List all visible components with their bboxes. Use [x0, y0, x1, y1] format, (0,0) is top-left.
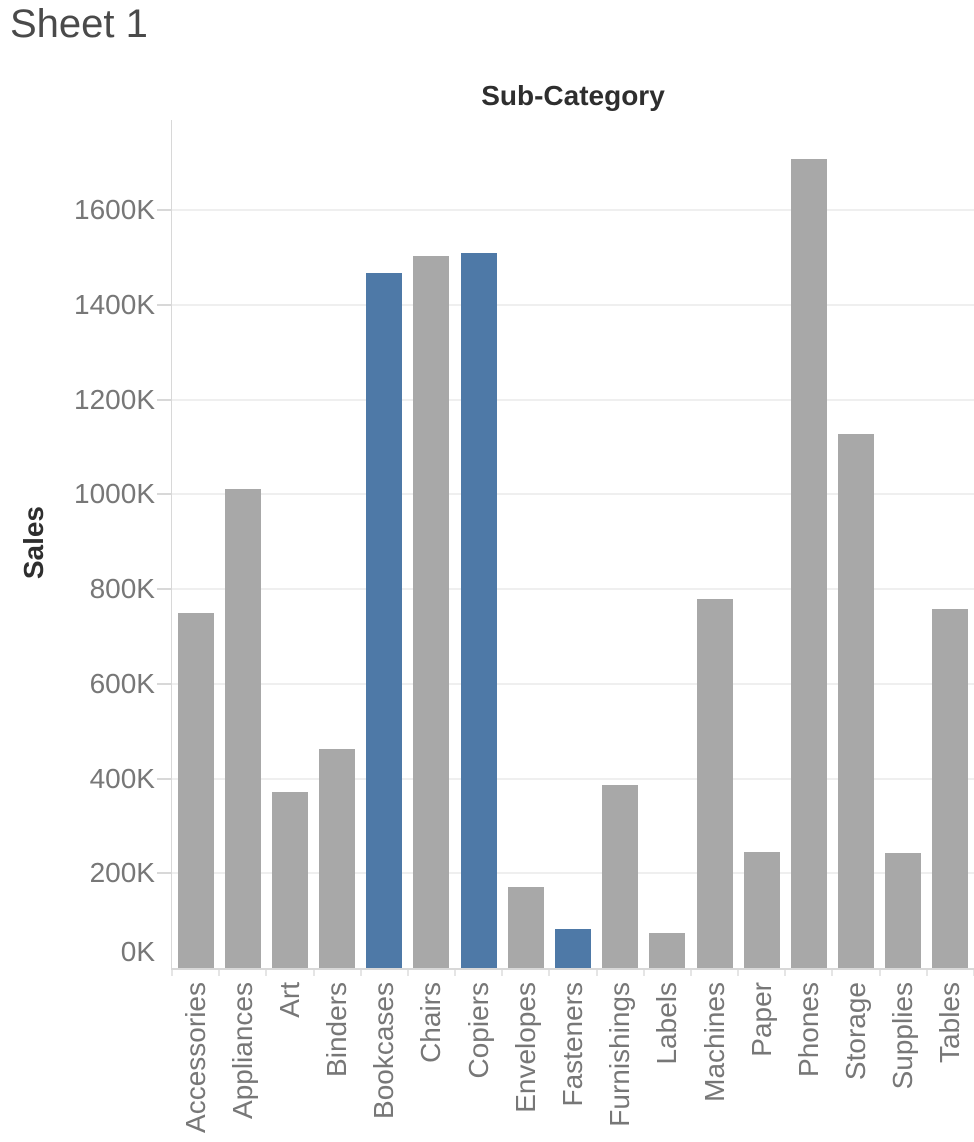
bar-binders[interactable] — [319, 749, 356, 968]
y-tick-label-0K: 0K — [120, 936, 155, 967]
x-category-label-supplies[interactable]: Supplies — [887, 982, 919, 1090]
y-tick-1600K — [157, 209, 171, 211]
gridline-600K — [172, 682, 974, 685]
category-tick — [784, 970, 787, 976]
category-tick — [878, 970, 881, 976]
gridline-200K — [172, 872, 974, 875]
y-tick-label-200K: 200K — [89, 857, 155, 889]
bar-chairs[interactable] — [413, 256, 450, 968]
x-category-label-accessories[interactable]: Accessories — [179, 982, 211, 1133]
x-category-label-chairs[interactable]: Chairs — [415, 982, 447, 1063]
category-tick — [218, 970, 221, 976]
x-category-label-art[interactable]: Art — [273, 982, 305, 1018]
y-tick-label-1000K: 1000K — [74, 478, 155, 510]
gridline-1000K — [172, 493, 974, 496]
bar-supplies[interactable] — [885, 852, 922, 968]
y-tick-1200K — [157, 398, 171, 401]
x-category-label-bookcases[interactable]: Bookcases — [368, 982, 400, 1119]
bar-phones[interactable] — [790, 159, 827, 968]
y-tick-label-400K: 400K — [89, 762, 155, 794]
bar-appliances[interactable] — [224, 489, 261, 968]
category-tick — [548, 970, 551, 976]
y-tick-label-1400K: 1400K — [74, 288, 155, 320]
category-tick — [831, 970, 834, 976]
chart-title: Sub-Category — [481, 80, 665, 111]
category-tick — [171, 970, 173, 976]
bar-machines[interactable] — [696, 598, 733, 968]
bar-paper[interactable] — [743, 852, 780, 968]
category-tick — [406, 970, 409, 976]
category-tick — [265, 970, 268, 976]
category-tick — [689, 970, 692, 976]
category-tick — [312, 970, 315, 976]
bar-furnishings[interactable] — [602, 785, 639, 968]
y-tick-1000K — [157, 493, 171, 496]
bar-copiers[interactable] — [460, 253, 497, 968]
gridline-800K — [172, 588, 974, 590]
x-category-label-labels[interactable]: Labels — [651, 982, 683, 1065]
category-tick — [454, 970, 457, 976]
y-tick-label-800K: 800K — [89, 573, 155, 604]
category-tick — [642, 970, 645, 976]
y-tick-600K — [157, 682, 171, 685]
y-tick-label-600K: 600K — [89, 667, 155, 699]
bar-storage[interactable] — [838, 434, 875, 968]
category-tick — [359, 970, 362, 976]
x-category-label-copiers[interactable]: Copiers — [462, 982, 494, 1079]
bar-envelopes[interactable] — [507, 886, 544, 968]
sheet-title: Sheet 1 — [10, 2, 148, 46]
x-category-label-phones[interactable]: Phones — [792, 982, 824, 1077]
bar-fasteners[interactable] — [555, 928, 591, 968]
bar-bookcases[interactable] — [366, 273, 403, 968]
gridline-1600K — [172, 209, 974, 211]
x-category-label-furnishings[interactable]: Furnishings — [604, 982, 636, 1127]
x-category-label-fasteners[interactable]: Fasteners — [557, 982, 588, 1107]
x-category-label-storage[interactable]: Storage — [840, 982, 872, 1081]
bar-accessories[interactable] — [177, 613, 214, 968]
x-category-label-binders[interactable]: Binders — [321, 982, 353, 1077]
y-tick-1400K — [157, 303, 171, 306]
y-axis-line — [171, 120, 172, 968]
y-tick-400K — [157, 777, 171, 780]
category-tick — [737, 970, 740, 976]
x-category-label-envelopes[interactable]: Envelopes — [509, 982, 541, 1113]
y-tick-800K — [157, 588, 171, 590]
y-tick-label-1200K: 1200K — [74, 383, 155, 415]
x-category-label-appliances[interactable]: Appliances — [226, 982, 258, 1119]
bar-art[interactable] — [271, 791, 308, 968]
x-axis-line — [171, 968, 974, 970]
bar-tables[interactable] — [932, 609, 969, 968]
category-tick — [925, 970, 928, 976]
y-tick-200K — [157, 872, 171, 875]
gridline-1400K — [172, 303, 974, 306]
y-tick-label-1600K: 1600K — [74, 194, 155, 225]
x-category-label-machines[interactable]: Machines — [698, 982, 730, 1102]
gridline-1200K — [172, 398, 974, 401]
category-tick — [595, 970, 598, 976]
bar-labels[interactable] — [649, 933, 686, 968]
y-axis-title: Sales — [18, 506, 49, 580]
gridline-400K — [172, 777, 974, 780]
x-category-label-paper[interactable]: Paper — [745, 982, 777, 1057]
x-category-label-tables[interactable]: Tables — [934, 982, 966, 1063]
category-tick — [501, 970, 504, 976]
